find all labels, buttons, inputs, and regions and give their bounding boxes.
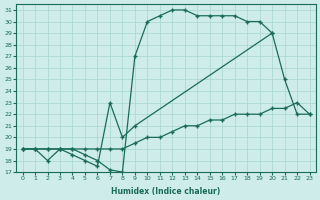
X-axis label: Humidex (Indice chaleur): Humidex (Indice chaleur) — [111, 187, 221, 196]
